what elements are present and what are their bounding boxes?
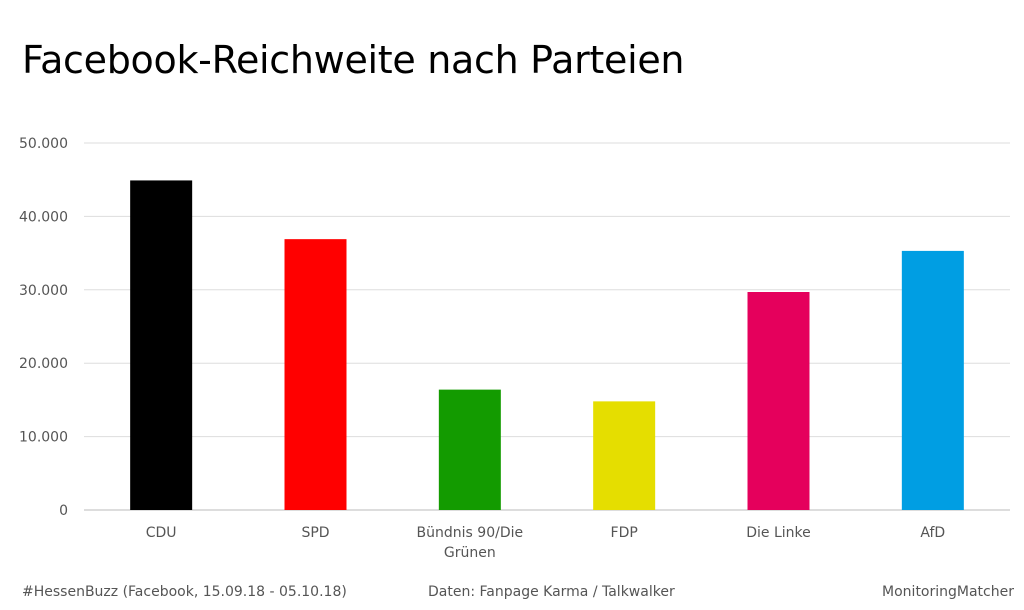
bars (130, 180, 964, 511)
category-label: AfD (920, 525, 945, 541)
bar-afd (901, 250, 964, 510)
bar-bündnis-90-die-grünen (438, 389, 501, 510)
gridlines (84, 142, 1010, 511)
bar-fdp (593, 401, 656, 510)
y-tick-label: 30.000 (19, 283, 68, 299)
x-axis-categories: CDU SPD Bündnis 90/Die Grünen FDP Die Linke Af… (146, 525, 945, 561)
footer-brand: MonitoringMatcher (882, 584, 1014, 600)
category-label: FDP (611, 525, 638, 541)
category-label: CDU (146, 525, 177, 541)
footer-source: Daten: Fanpage Karma / Talkwalker (428, 584, 675, 600)
bar-cdu (130, 180, 193, 510)
y-tick-label: 20.000 (19, 356, 68, 372)
footer-hashtag: #HessenBuzz (Facebook, 15.09.18 - 05.10.… (22, 584, 347, 600)
y-tick-label: 0 (59, 503, 68, 519)
category-label: Bündnis 90/Die Grünen (417, 525, 524, 561)
bar-die-linke (747, 292, 810, 510)
y-tick-label: 50.000 (19, 136, 68, 152)
bar-spd (284, 239, 347, 511)
category-label: SPD (301, 525, 329, 541)
chart-title: Facebook-Reichweite nach Parteien (22, 38, 685, 82)
category-label: Die Linke (746, 525, 811, 541)
y-tick-label: 10.000 (19, 430, 68, 446)
y-tick-label: 40.000 (19, 209, 68, 225)
y-axis-ticks: 0 10.000 20.000 30.000 40.000 50.000 (19, 136, 68, 519)
